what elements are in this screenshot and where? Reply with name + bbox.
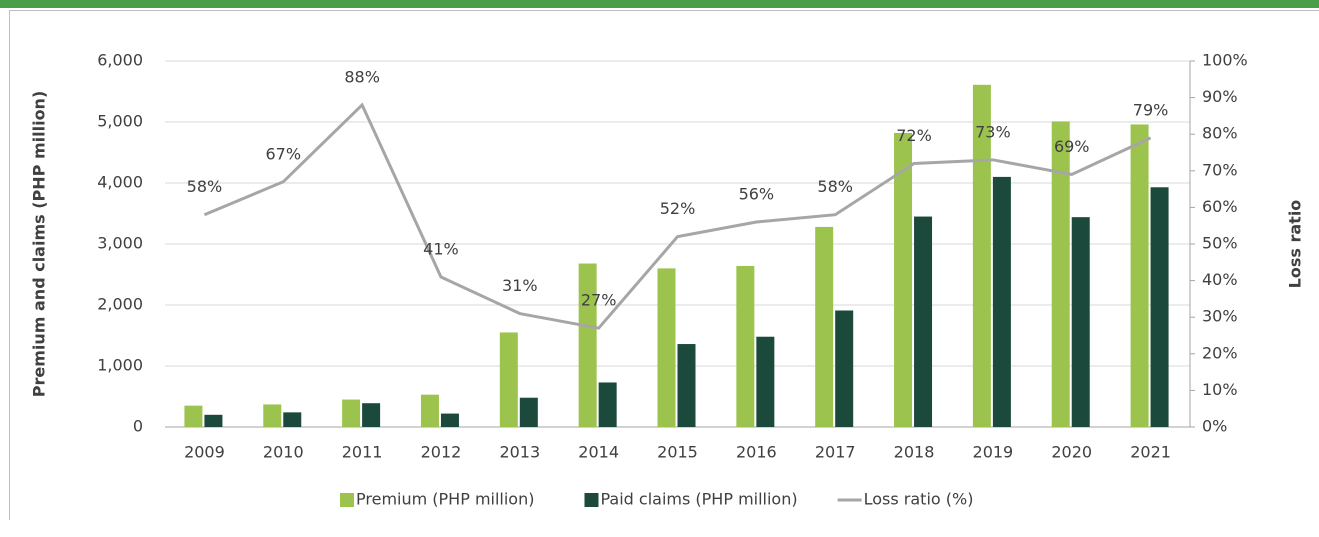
y2-tick-label: 80% xyxy=(1202,124,1238,143)
bar xyxy=(184,405,203,427)
x-tick-label: 2012 xyxy=(421,443,462,462)
bar xyxy=(519,397,538,427)
bar xyxy=(420,394,439,427)
y2-tick-label: 30% xyxy=(1202,307,1238,326)
y-tick-label: 6,000 xyxy=(97,51,143,70)
x-tick-label: 2017 xyxy=(815,443,856,462)
y-tick-label: 1,000 xyxy=(97,356,143,375)
x-tick-label: 2010 xyxy=(263,443,304,462)
data-label: 58% xyxy=(817,177,853,196)
bar xyxy=(499,332,518,427)
data-label: 67% xyxy=(265,144,301,163)
x-tick-label: 2021 xyxy=(1130,443,1171,462)
data-label: 31% xyxy=(502,276,538,295)
y2-tick-label: 70% xyxy=(1202,160,1238,179)
y-tick-label: 5,000 xyxy=(97,112,143,131)
y2-tick-label: 10% xyxy=(1202,380,1238,399)
bar xyxy=(342,399,361,427)
y-tick-label: 0 xyxy=(133,417,143,436)
bar xyxy=(756,336,775,427)
data-label: 73% xyxy=(975,122,1011,141)
x-tick-label: 2011 xyxy=(342,443,383,462)
legend-label: Premium (PHP million) xyxy=(356,490,534,509)
bar xyxy=(1130,124,1149,427)
bar xyxy=(677,344,696,427)
legend-label: Paid claims (PHP million) xyxy=(600,490,797,509)
data-label: 79% xyxy=(1133,100,1169,119)
y2-tick-label: 0% xyxy=(1202,417,1227,436)
bar xyxy=(362,403,381,427)
data-label: 41% xyxy=(423,239,459,258)
y2-tick-label: 90% xyxy=(1202,87,1238,106)
y-axis-title: Premium and claims (PHP million) xyxy=(30,91,49,398)
data-label: 72% xyxy=(896,126,932,145)
y-tick-label: 2,000 xyxy=(97,295,143,314)
x-tick-label: 2013 xyxy=(499,443,540,462)
bar xyxy=(1051,121,1070,427)
bar xyxy=(578,263,597,427)
bar xyxy=(657,268,676,427)
bar xyxy=(283,412,302,427)
bar xyxy=(204,414,223,427)
bar xyxy=(992,176,1011,427)
x-tick-label: 2014 xyxy=(578,443,619,462)
y2-tick-label: 20% xyxy=(1202,343,1238,362)
y2-tick-label: 100% xyxy=(1202,51,1248,70)
bar xyxy=(598,382,617,427)
x-tick-label: 2018 xyxy=(894,443,935,462)
bar xyxy=(1150,187,1169,427)
legend-label: Loss ratio (%) xyxy=(864,490,974,509)
data-label: 52% xyxy=(660,199,696,218)
y-tick-label: 4,000 xyxy=(97,173,143,192)
bar xyxy=(972,84,991,427)
y2-tick-label: 60% xyxy=(1202,197,1238,216)
x-tick-label: 2015 xyxy=(657,443,698,462)
legend-swatch xyxy=(584,493,599,507)
bar xyxy=(263,404,282,427)
data-label: 88% xyxy=(344,67,380,86)
x-tick-label: 2019 xyxy=(973,443,1014,462)
x-tick-label: 2009 xyxy=(184,443,225,462)
bar xyxy=(914,216,933,427)
bar xyxy=(815,226,834,427)
data-label: 69% xyxy=(1054,137,1090,156)
y2-axis-title: Loss ratio xyxy=(1286,200,1305,289)
legend-swatch xyxy=(340,493,354,507)
bar xyxy=(835,310,854,427)
bar xyxy=(894,132,913,428)
header-band xyxy=(0,0,1319,8)
x-tick-label: 2020 xyxy=(1051,443,1092,462)
bar xyxy=(736,265,755,427)
bar xyxy=(440,413,459,427)
bar xyxy=(1071,217,1090,427)
line xyxy=(203,102,1152,330)
data-label: 56% xyxy=(739,185,775,204)
y-tick-label: 3,000 xyxy=(97,234,143,253)
y2-tick-label: 50% xyxy=(1202,234,1238,253)
data-label: 58% xyxy=(187,177,223,196)
x-tick-label: 2016 xyxy=(736,443,777,462)
data-label: 27% xyxy=(581,291,617,310)
y2-tick-label: 40% xyxy=(1202,270,1238,289)
